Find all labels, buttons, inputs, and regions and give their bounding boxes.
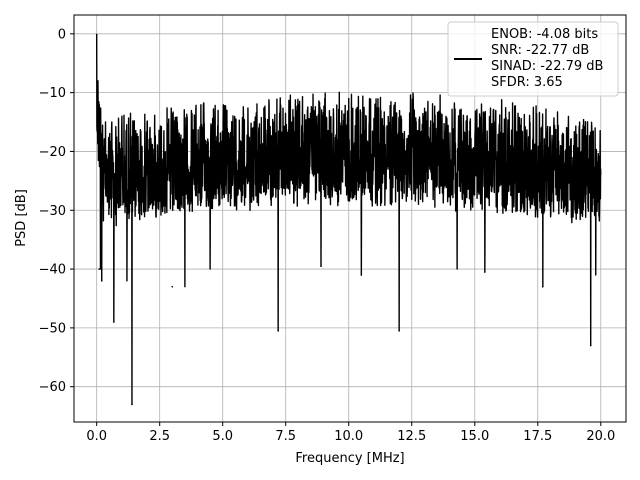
y-axis-label: PSD [dB] xyxy=(14,189,29,247)
psd-minimum-point xyxy=(398,330,400,332)
y-tick-label: −40 xyxy=(39,263,66,278)
psd-minimum-point xyxy=(484,271,486,273)
legend-line-sfdr: SFDR: 3.65 xyxy=(491,75,563,90)
x-tick-label: 0.0 xyxy=(86,429,107,444)
legend-line-enob: ENOB: -4.08 bits xyxy=(491,27,598,42)
x-tick-label: 10.0 xyxy=(334,429,363,444)
psd-minimum-point xyxy=(320,265,322,267)
psd-minimum-point xyxy=(277,330,279,332)
y-tick-label: −10 xyxy=(39,86,66,101)
psd-minimum-point xyxy=(542,285,544,288)
legend-box xyxy=(447,21,619,97)
legend-line-sinad: SINAD: -22.79 dB xyxy=(491,59,603,74)
y-tick-label: 0 xyxy=(58,27,66,42)
legend: ENOB: -4.08 bits SNR: -22.77 dB SINAD: -… xyxy=(447,21,619,97)
psd-series-line xyxy=(95,33,602,406)
x-tick-label: 2.5 xyxy=(149,429,170,444)
x-tick-label: 15.0 xyxy=(460,429,489,444)
x-tick-label: 12.5 xyxy=(397,429,426,444)
x-axis: 0.0 2.5 5.0 7.5 10.0 12.5 15.0 17.5 20.0 xyxy=(86,422,615,444)
psd-minimum-point xyxy=(98,268,101,270)
x-axis-label: Frequency [MHz] xyxy=(295,451,404,466)
psd-minimum-point xyxy=(360,274,363,276)
x-tick-label: 5.0 xyxy=(212,429,233,444)
y-axis: 0 −10 −20 −30 −40 −50 −60 xyxy=(39,27,74,395)
x-tick-label: 17.5 xyxy=(523,429,552,444)
x-tick-label: 20.0 xyxy=(586,429,615,444)
y-tick-label: −30 xyxy=(39,204,66,219)
psd-minimum-point xyxy=(113,321,115,323)
psd-minimum-point xyxy=(589,344,592,347)
psd-minimum-point xyxy=(131,403,133,406)
y-tick-label: −60 xyxy=(39,380,66,395)
x-tick-label: 7.5 xyxy=(275,429,296,444)
legend-line-snr: SNR: -22.77 dB xyxy=(491,43,589,58)
psd-minimum-point xyxy=(171,285,174,288)
plot-area xyxy=(73,14,627,423)
y-tick-label: −20 xyxy=(39,145,66,160)
psd-minimum-point xyxy=(100,280,103,282)
series-layer xyxy=(95,33,602,406)
y-tick-label: −50 xyxy=(39,321,66,336)
